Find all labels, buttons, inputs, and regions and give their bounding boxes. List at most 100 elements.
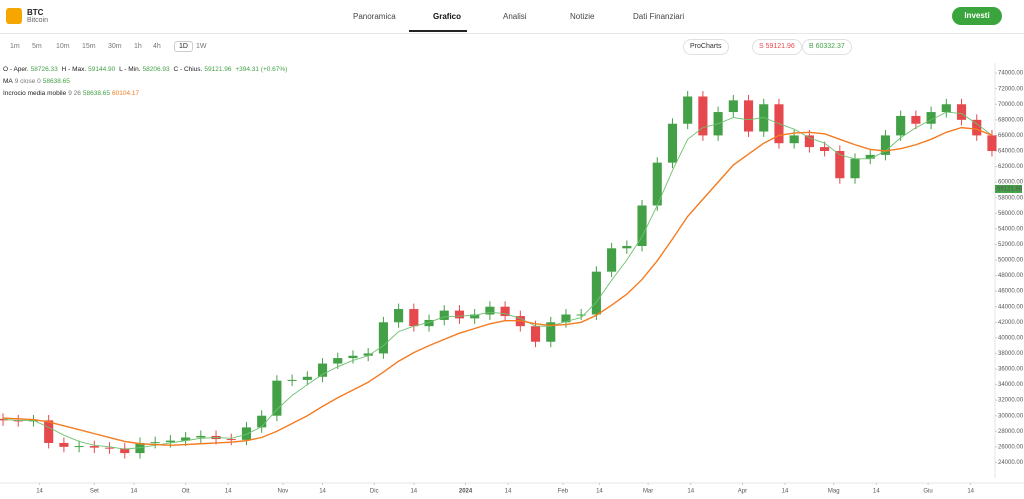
x-tick-label: 2024 (459, 489, 473, 495)
y-tick-label: 30000.00 (998, 413, 1024, 419)
x-tick-label: Mag (828, 489, 840, 495)
value: 58206.93 (142, 66, 170, 73)
y-tick-label: 64000.00 (998, 149, 1024, 155)
candle-body (607, 248, 617, 272)
y-tick-label: 60000.00 (998, 180, 1024, 186)
y-tick-label: 66000.00 (998, 133, 1024, 139)
y-tick-label: 74000.00 (998, 71, 1024, 77)
candle-body (728, 100, 738, 113)
candle-body (987, 135, 997, 151)
candle-body (698, 96, 708, 136)
value: 59144.90 (88, 66, 116, 73)
candle-body (287, 379, 297, 381)
y-tick-label: 62000.00 (998, 164, 1024, 170)
candle-body (28, 420, 39, 422)
timeframe[interactable]: 30m (108, 43, 122, 50)
x-tick-label: 14 (319, 489, 326, 495)
x-tick-label: Giu (923, 489, 932, 495)
invest-button[interactable]: Investi (952, 7, 1002, 25)
timeframe[interactable]: 1h (134, 43, 142, 50)
candle-body (150, 442, 160, 444)
timeframe[interactable]: 10m (56, 43, 70, 50)
candle-body (530, 326, 541, 342)
label: MA (3, 78, 13, 85)
x-tick-label: Apr (738, 489, 747, 495)
candle-body (637, 205, 647, 246)
timeframe[interactable]: 4h (153, 43, 161, 50)
legend-ma: MA 9 close 0 58638.65 (3, 78, 72, 85)
x-tick-label: Mar (643, 489, 653, 495)
y-tick-label: 48000.00 (998, 273, 1024, 279)
candle-body (470, 314, 480, 319)
candle-body (652, 162, 662, 206)
candle-body (850, 158, 860, 179)
y-tick-label: 56000.00 (998, 211, 1024, 217)
params: 9 26 (68, 90, 81, 97)
x-tick-label: 14 (505, 489, 512, 495)
candle-body (972, 119, 982, 136)
y-tick-label: 32000.00 (998, 398, 1024, 404)
label: O - Aper. (3, 66, 29, 73)
tab[interactable]: Dati Finanziari (633, 12, 685, 21)
candle-body (272, 380, 282, 416)
x-tick-label: 14 (131, 489, 138, 495)
x-tick-label: Dic (370, 489, 379, 495)
x-tick-label: Nov (278, 489, 289, 495)
candle-body (956, 104, 967, 120)
candle-body (667, 123, 678, 163)
y-tick-label: 34000.00 (998, 382, 1024, 388)
asset-name: Bitcoin (27, 17, 49, 24)
timeframe[interactable]: 1W (196, 43, 207, 50)
candle-body (576, 314, 586, 316)
sell-button[interactable]: S 59121.96 (752, 39, 802, 55)
candle-body (622, 245, 632, 249)
candle-body (120, 448, 130, 454)
value: 59121.96 (204, 66, 232, 73)
candle-body (743, 100, 754, 132)
x-tick-label: 14 (410, 489, 417, 495)
tab-underline (409, 30, 467, 32)
label: C - Chius. (173, 66, 203, 73)
candle-body (789, 135, 799, 144)
y-tick-label: 58000.00 (998, 195, 1024, 201)
symbol: BTC (27, 8, 44, 17)
candle-body (409, 309, 419, 327)
y-tick-label: 46000.00 (998, 289, 1024, 295)
tab[interactable]: Notizie (570, 12, 595, 21)
y-tick-label: 40000.00 (998, 335, 1024, 341)
candle-body (89, 446, 99, 448)
y-tick-label: 70000.00 (998, 102, 1024, 108)
candle-body (165, 440, 175, 443)
x-tick-label: Set (90, 489, 99, 495)
tab[interactable]: Grafico (433, 12, 462, 21)
candle-body (591, 271, 601, 315)
timeframe[interactable]: 5m (32, 43, 42, 50)
candle-body (348, 355, 358, 359)
params: 9 close 0 (14, 78, 41, 85)
timeframe[interactable]: 1D (174, 41, 193, 52)
candle-body (424, 319, 434, 327)
last-price-label: 59121.96 (997, 187, 1023, 193)
timeframe[interactable]: 15m (82, 43, 96, 50)
buy-button[interactable]: B 60332.37 (802, 39, 852, 55)
y-tick-label: 24000.00 (998, 460, 1024, 466)
candle-body (804, 135, 814, 148)
y-tick-label: 42000.00 (998, 320, 1024, 326)
candle-body (241, 427, 252, 440)
candle-body (104, 447, 115, 449)
legend-ohlc: O - Aper. 58726.33 H - Max. 59144.90 L - M… (3, 66, 289, 73)
candle-body (378, 322, 388, 354)
tab[interactable]: Analisi (503, 12, 527, 21)
candle-body (911, 115, 921, 124)
candle-body (317, 363, 328, 377)
y-tick-label: 36000.00 (998, 367, 1024, 373)
candle-body (454, 310, 465, 319)
tab[interactable]: Panoramica (353, 12, 396, 21)
candle-body (820, 147, 830, 151)
candle-body (13, 420, 23, 422)
header: BTC Bitcoin Panoramica Grafico Analisi N… (0, 0, 1024, 34)
procharts-button[interactable]: ProCharts (683, 39, 729, 55)
candle-body (257, 415, 267, 428)
timeframe[interactable]: 1m (10, 43, 20, 50)
